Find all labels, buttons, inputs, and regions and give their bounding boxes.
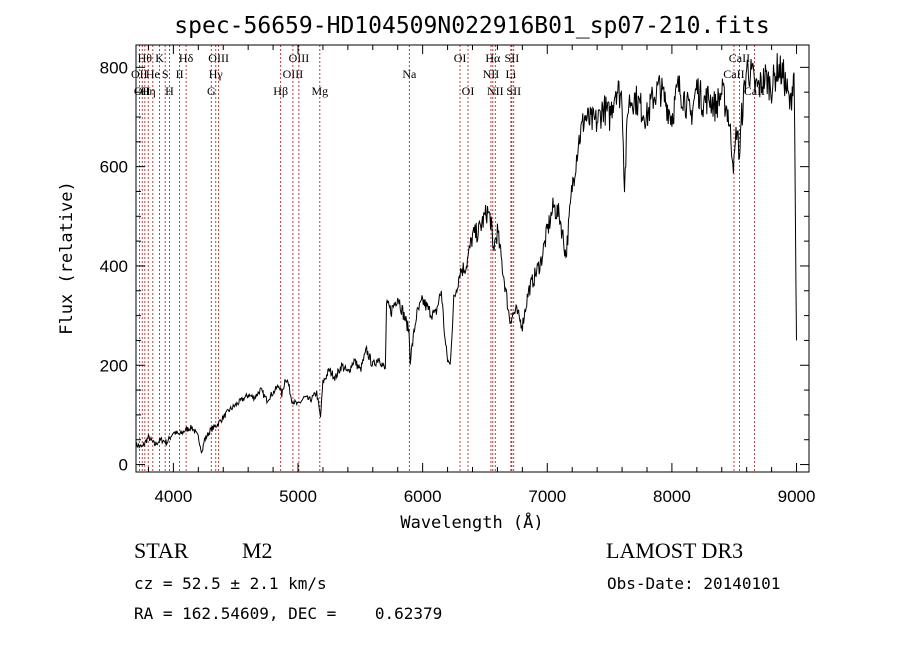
y-tick-label: 600 <box>100 158 128 177</box>
y-tick-label: 0 <box>119 456 128 475</box>
line-label: OIII <box>208 51 229 65</box>
line-label: OI <box>454 51 467 65</box>
x-axis-label: Wavelength (Å) <box>400 511 543 533</box>
line-label: Hδ <box>179 51 194 65</box>
line-label: II <box>176 67 184 81</box>
x-tick-label: 8000 <box>653 487 691 506</box>
line-label: Hθ <box>138 51 153 65</box>
x-tick-label: 4000 <box>154 487 192 506</box>
line-label: OII <box>134 84 151 98</box>
x-tick-label: 6000 <box>404 487 442 506</box>
y-tick-label: 200 <box>100 356 128 375</box>
line-label: He <box>146 67 160 81</box>
line-label: OIII <box>289 51 310 65</box>
y-tick-label: 800 <box>100 58 128 77</box>
object-class: STAR <box>134 538 189 563</box>
line-label: SII <box>505 51 520 65</box>
object-subclass: M2 <box>242 538 273 563</box>
line-label: OII <box>131 67 148 81</box>
spectral-line-markers <box>138 45 755 472</box>
y-axis-label: Flux (relative) <box>57 181 77 335</box>
x-tick-label: 7000 <box>528 487 566 506</box>
line-label: OIII <box>283 67 304 81</box>
line-label: CaII <box>723 67 744 81</box>
spectrum-line <box>135 53 797 454</box>
line-label: Hα <box>485 51 501 65</box>
line-label: K <box>155 51 164 65</box>
coordinates-info: RA = 162.54609, DEC = 0.62379 <box>134 604 443 623</box>
redshift-info: cz = 52.5 ± 2.1 km/s <box>134 574 327 593</box>
line-label: OI <box>462 84 475 98</box>
line-label: Hβ <box>273 84 288 98</box>
line-label: CaII <box>729 51 750 65</box>
line-label: H <box>165 84 174 98</box>
line-label: Hη <box>141 84 156 98</box>
x-tick-label: 5000 <box>279 487 317 506</box>
line-label: NII <box>487 84 504 98</box>
y-axis-ticks: 0 200 400 600 800 <box>100 58 809 475</box>
line-label: SII <box>506 84 521 98</box>
y-tick-label: 400 <box>100 257 128 276</box>
plot-frame <box>135 44 810 473</box>
x-axis-ticks: 4000 5000 6000 7000 8000 9000 <box>147 45 816 506</box>
line-label: NII <box>483 67 500 81</box>
x-tick-label: 9000 <box>778 487 816 506</box>
line-label: G <box>207 84 216 98</box>
line-label: Li <box>506 67 517 81</box>
line-label: Hγ <box>209 67 224 81</box>
line-label: Mg <box>311 84 328 98</box>
line-label: S <box>162 67 169 81</box>
chart-title: spec-56659-HD104509N022916B01_sp07-210.f… <box>174 13 769 39</box>
line-label: Na <box>402 67 417 81</box>
observation-date: Obs-Date: 20140101 <box>607 574 781 593</box>
survey-name: LAMOST DR3 <box>606 538 744 563</box>
